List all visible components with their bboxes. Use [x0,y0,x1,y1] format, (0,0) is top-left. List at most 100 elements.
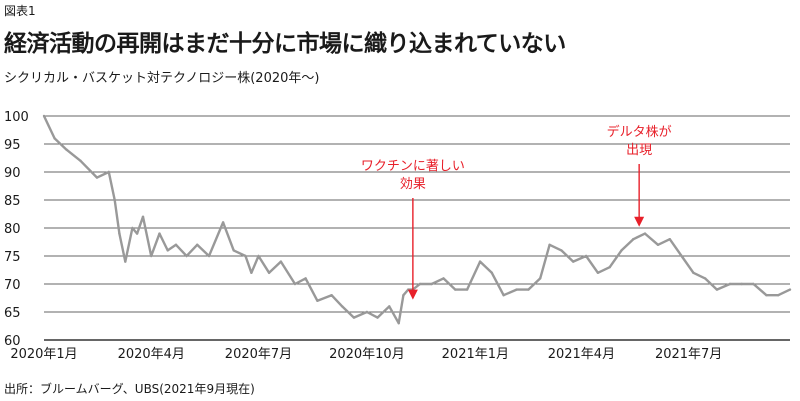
data-point [352,316,356,319]
data-point [79,159,82,162]
data-point [608,266,611,269]
y-tick-label: 60 [4,334,21,349]
data-point [124,260,127,263]
grid-lines [44,115,790,341]
x-tick-label: 2021年7月 [655,347,722,362]
data-point [692,271,695,274]
data-point [113,198,116,202]
data-point [502,294,505,297]
data-point [257,254,260,258]
data-point [442,277,445,280]
chart-subtitle: シクリカル・バスケット対テクノロジー株(2020年〜) [4,71,320,86]
data-point [279,260,283,263]
data-point [584,254,588,258]
data-point [465,288,469,291]
x-axis-ticks: 2020年1月 2020年4月 2020年7月 2020年10月 2021年1月 2021… [10,347,722,362]
data-point [430,282,433,286]
data-point [643,232,647,235]
data-point [376,316,379,319]
data-point [538,277,542,280]
x-tick-label: 2020年7月 [225,347,292,362]
data-point [131,226,134,230]
x-tick-label: 2020年1月 [10,347,77,362]
data-point [515,288,518,291]
data-point [185,254,188,258]
data-point [388,305,391,308]
data-point [118,232,121,235]
data-point [141,215,145,218]
y-tick-label: 100 [4,110,29,125]
data-point [560,249,563,252]
data-point [752,282,755,286]
data-point [548,243,551,246]
data-point [632,238,635,241]
x-tick-label: 2020年10月 [329,347,405,362]
data-point [527,288,530,291]
data-point [166,249,169,252]
data-point [207,254,211,258]
data-point [740,282,743,286]
annotation-text: デルタ株が [607,124,672,140]
y-tick-label: 80 [4,222,21,237]
data-point [777,294,780,297]
x-tick-label: 2021年1月 [442,347,509,362]
annotation-text: 出現 [626,143,652,158]
data-point [478,260,482,263]
data-point [490,271,494,274]
data-point [365,310,369,314]
data-point [267,271,271,274]
data-point [150,254,153,258]
source-note: 出所：ブルームバーグ、UBS(2021年9月現在) [4,382,255,396]
data-point [221,221,225,224]
data-point [715,288,719,291]
data-point [95,176,99,179]
data-point [765,294,768,297]
data-point [196,243,199,246]
chart-title: 経済活動の再開はまだ十分に市場に織り込まれていない [4,31,566,57]
data-point [107,170,111,174]
y-tick-label: 85 [4,194,21,209]
data-point [454,288,457,291]
y-tick-label: 95 [4,138,21,153]
data-point [65,148,68,151]
y-axis-ticks: 60 65 70 75 80 85 90 95 100 [4,110,29,349]
data-point [135,232,139,235]
data-point [397,322,400,325]
data-point [668,238,671,241]
annotation-arrow-head [407,289,418,300]
data-point [316,299,319,302]
data-point [232,249,235,252]
data-point [304,277,307,280]
data-point [571,260,575,263]
x-tick-label: 2020年4月 [118,347,185,362]
y-tick-label: 70 [4,278,21,293]
annotation-text: 効果 [400,177,426,192]
data-point [174,243,178,246]
data-point [728,282,732,286]
data-point [340,305,344,308]
y-tick-label: 90 [4,166,21,181]
x-tick-label: 2021年4月 [548,347,615,362]
data-point [620,249,623,252]
data-point [656,243,660,246]
data-point [53,137,56,140]
data-point [42,114,46,118]
data-point [788,288,792,291]
data-point [293,282,297,286]
figure-label: 図表1 [4,4,36,18]
data-point [330,294,333,297]
data-point [250,271,253,274]
data-point [244,254,247,258]
annotation-text: ワクチンに著しい [361,159,465,174]
annotation-arrow-head [634,216,645,227]
data-point [158,232,161,235]
y-tick-label: 65 [4,306,21,321]
data-point [680,254,683,258]
y-tick-label: 75 [4,250,21,265]
data-point [418,282,422,286]
data-point [703,277,707,280]
series-line [42,115,791,325]
data-point [596,271,600,274]
